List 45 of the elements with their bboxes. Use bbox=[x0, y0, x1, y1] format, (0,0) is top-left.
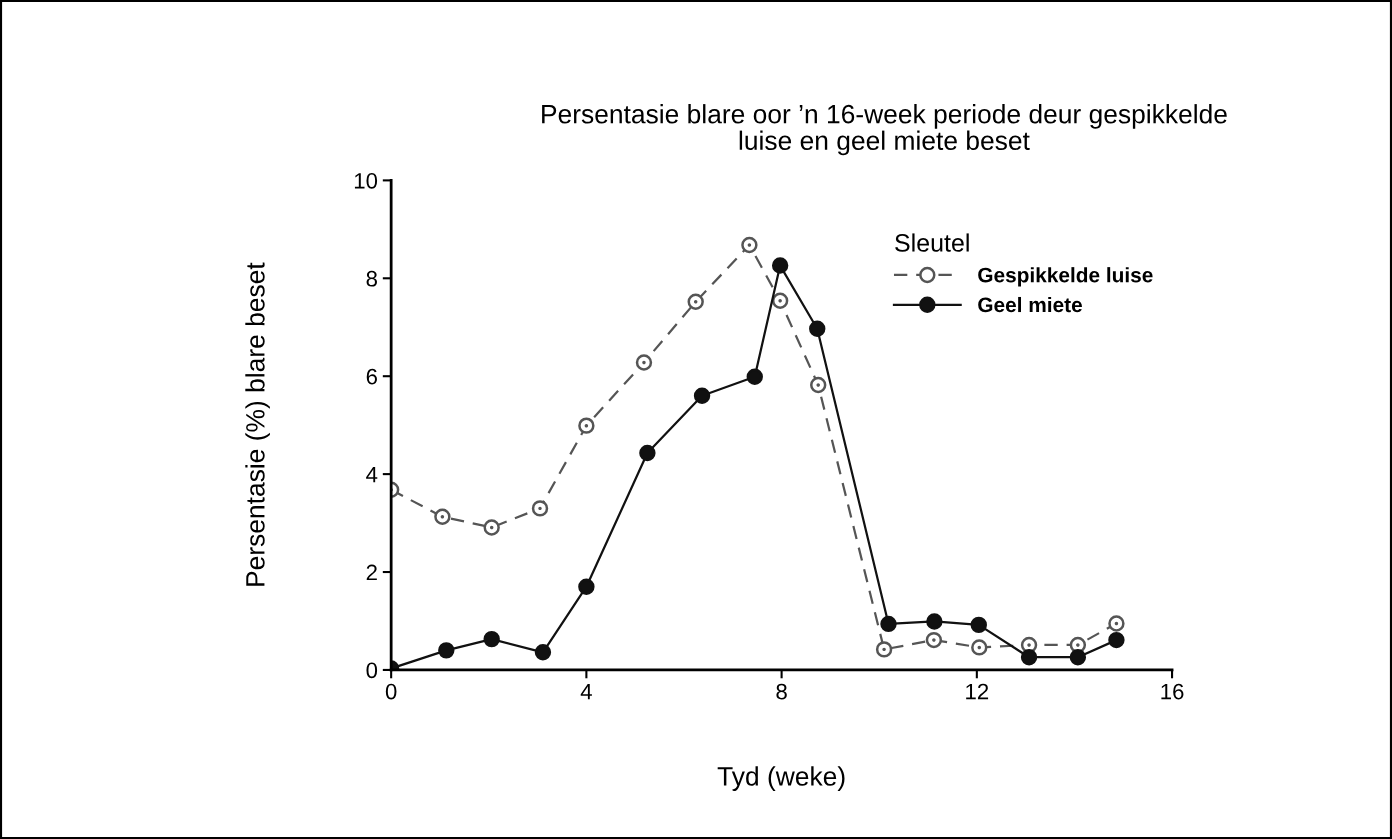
chart-title: Persentasie blare oor ’n 16-week periode deur gespikkelde luise en geel miete beset bbox=[542, 104, 1227, 156]
point bbox=[483, 519, 500, 536]
point bbox=[771, 292, 789, 310]
point bbox=[578, 578, 595, 595]
point bbox=[639, 444, 656, 462]
point bbox=[687, 293, 704, 310]
point bbox=[483, 630, 500, 648]
y-axis-title: Persentasie (%) blare beset bbox=[245, 262, 270, 586]
legend-label: Geel miete bbox=[978, 296, 1082, 313]
x-tick-label: 8 bbox=[776, 683, 787, 700]
point bbox=[746, 368, 763, 385]
y-tick-label: 8 bbox=[366, 270, 377, 287]
point bbox=[875, 641, 893, 658]
point bbox=[635, 354, 653, 371]
point bbox=[970, 616, 987, 634]
point bbox=[1108, 631, 1125, 649]
point bbox=[1020, 649, 1038, 666]
point bbox=[926, 613, 943, 630]
y-tick-label: 4 bbox=[366, 466, 378, 483]
point bbox=[971, 639, 988, 656]
point bbox=[1069, 649, 1087, 666]
point bbox=[534, 644, 552, 661]
point bbox=[771, 257, 789, 274]
point bbox=[809, 320, 826, 337]
point bbox=[810, 376, 827, 394]
point bbox=[434, 508, 451, 525]
x-tick-label: 4 bbox=[580, 683, 592, 700]
point bbox=[531, 500, 549, 517]
point bbox=[880, 615, 897, 633]
point bbox=[693, 387, 711, 404]
x-tick-label: 16 bbox=[1161, 683, 1184, 700]
legend-label: Gespikkelde luise bbox=[978, 267, 1153, 287]
point bbox=[925, 631, 943, 649]
point bbox=[1108, 615, 1125, 632]
y-tick-label: 0 bbox=[366, 662, 378, 679]
y-tick-label: 6 bbox=[366, 368, 377, 385]
y-tick-label: 2 bbox=[366, 564, 377, 581]
x-tick-label: 0 bbox=[385, 683, 397, 700]
point bbox=[578, 417, 595, 434]
point bbox=[438, 642, 455, 659]
point bbox=[741, 236, 758, 254]
legend-title: Sleutel bbox=[895, 233, 969, 252]
x-tick-label: 12 bbox=[966, 683, 989, 700]
y-tick-label: 10 bbox=[354, 172, 378, 189]
x-axis-title: Tyd (weke) bbox=[717, 766, 845, 791]
